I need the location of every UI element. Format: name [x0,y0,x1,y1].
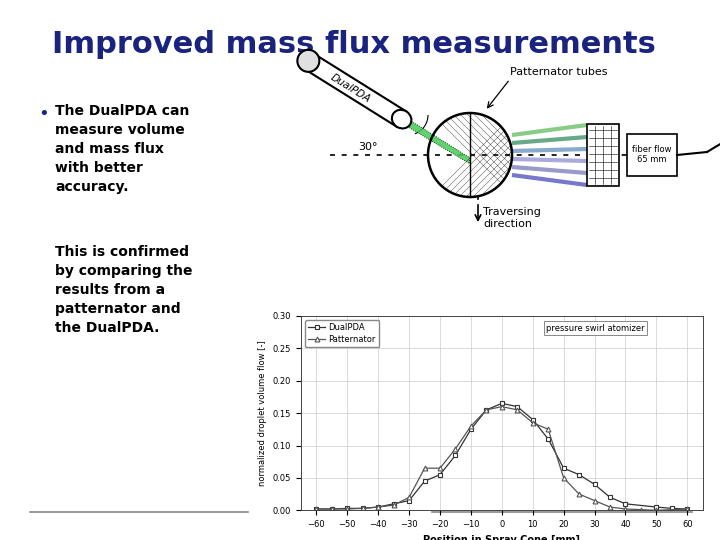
DualPDA [467,426,475,433]
Line: DualPDA: DualPDA [314,401,690,511]
DualPDA [312,506,320,512]
Patternator [544,426,552,433]
Patternator [590,497,599,504]
Polygon shape [304,53,406,127]
DualPDA [575,471,583,478]
Legend: DualPDA, Patternator: DualPDA, Patternator [305,320,379,347]
DualPDA [544,436,552,442]
Patternator [390,502,398,508]
Text: pressure swirl atomizer: pressure swirl atomizer [546,323,644,333]
Text: 30°: 30° [358,142,377,152]
Text: This is confirmed
by comparing the
results from a
patternator and
the DualPDA.: This is confirmed by comparing the resul… [55,245,192,335]
Patternator [359,505,367,511]
Patternator [652,507,661,514]
X-axis label: Position in Spray Cone [mm]: Position in Spray Cone [mm] [423,535,580,540]
Patternator [621,506,630,512]
DualPDA [683,506,692,512]
Text: Improved mass flux measurements: Improved mass flux measurements [52,30,656,59]
DualPDA [513,403,521,410]
FancyBboxPatch shape [627,134,677,176]
Patternator [451,446,460,452]
Patternator [405,494,413,501]
DualPDA [420,478,429,484]
DualPDA [621,501,630,507]
Patternator [312,506,320,512]
DualPDA [652,504,661,510]
Patternator [513,407,521,413]
DualPDA [343,505,351,511]
Patternator [343,506,351,512]
Bar [587,124,619,186]
Polygon shape [402,115,469,164]
Text: The DualPDA can
measure volume
and mass flux
with better
accuracy.: The DualPDA can measure volume and mass … [55,104,189,194]
Patternator [328,506,336,512]
DualPDA [606,494,614,501]
Patternator [559,475,568,481]
DualPDA [667,505,676,511]
Y-axis label: normalized droplet volume flow [-]: normalized droplet volume flow [-] [258,340,267,486]
DualPDA [451,452,460,458]
DualPDA [559,465,568,471]
Ellipse shape [392,110,411,129]
DualPDA [390,501,398,507]
DualPDA [359,505,367,511]
DualPDA [498,400,506,407]
Patternator [575,491,583,497]
Patternator [374,504,382,510]
Text: Traversing
direction: Traversing direction [483,207,541,229]
Patternator [683,506,692,512]
Patternator [420,465,429,471]
DualPDA [590,481,599,488]
DualPDA [374,504,382,510]
Text: •: • [38,105,49,123]
Patternator [606,504,614,510]
Text: Patternator tubes: Patternator tubes [510,67,608,77]
Patternator [482,407,491,413]
Ellipse shape [297,50,320,72]
DualPDA [528,416,537,423]
Line: Patternator: Patternator [314,404,690,513]
DualPDA [482,407,491,413]
Text: DualPDA: DualPDA [328,72,372,104]
Text: 65 mm: 65 mm [637,156,667,165]
DualPDA [328,506,336,512]
Patternator [467,423,475,429]
DualPDA [405,497,413,504]
Text: fiber flow: fiber flow [632,145,672,154]
DualPDA [436,471,444,478]
Patternator [436,465,444,471]
Patternator [636,507,645,513]
Patternator [528,420,537,426]
Patternator [498,403,506,410]
